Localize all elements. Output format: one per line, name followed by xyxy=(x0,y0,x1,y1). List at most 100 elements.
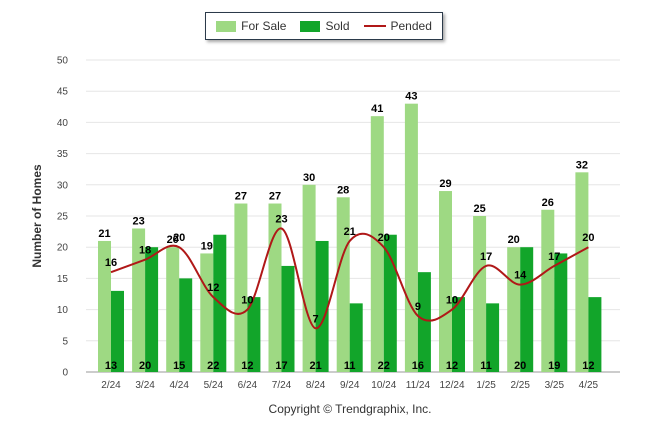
bar-for-sale xyxy=(98,240,111,372)
label-for-sale: 29 xyxy=(439,178,451,190)
label-pended: 10 xyxy=(446,295,458,307)
bar-for-sale xyxy=(404,103,418,373)
legend-item-sold[interactable]: Sold xyxy=(300,19,350,33)
bar-for-sale xyxy=(302,184,316,372)
label-pended: 17 xyxy=(548,251,560,263)
bar-sold xyxy=(349,303,363,372)
x-tick-label: 7/24 xyxy=(272,380,292,391)
bar-sold xyxy=(281,265,295,372)
legend-label-for-sale: For Sale xyxy=(241,19,287,33)
y-tick-label: 30 xyxy=(57,180,69,191)
label-for-sale: 20 xyxy=(167,234,179,246)
label-pended: 17 xyxy=(480,251,492,263)
copyright-footer: Copyright © Trendgraphix, Inc. xyxy=(268,402,432,416)
bar-sold xyxy=(452,297,465,372)
bar-sold xyxy=(315,240,329,372)
legend-label-pended: Pended xyxy=(390,19,432,33)
x-tick-label: 10/24 xyxy=(371,380,396,391)
label-pended: 10 xyxy=(241,295,253,307)
label-pended: 21 xyxy=(344,226,356,238)
label-sold: 12 xyxy=(446,360,458,372)
x-tick-label: 3/24 xyxy=(135,380,155,391)
label-for-sale: 41 xyxy=(371,103,383,115)
label-sold: 19 xyxy=(548,360,560,372)
bar-for-sale xyxy=(166,247,180,372)
bar-sold xyxy=(417,272,431,372)
label-for-sale: 32 xyxy=(576,159,588,171)
legend-item-pended[interactable]: Pended xyxy=(363,19,432,33)
y-tick-label: 5 xyxy=(62,336,68,347)
bar-sold xyxy=(145,247,159,372)
bar-for-sale xyxy=(268,203,282,372)
label-pended: 20 xyxy=(582,232,594,244)
pended-line xyxy=(110,227,589,330)
label-sold: 17 xyxy=(275,360,287,372)
bar-for-sale xyxy=(439,191,452,372)
label-for-sale: 28 xyxy=(337,184,349,196)
bar-for-sale xyxy=(200,253,214,372)
y-axis-ticks: 0 5 10 15 20 25 30 35 40 45 50 xyxy=(57,56,69,379)
x-tick-label: 1/25 xyxy=(476,380,496,391)
x-tick-label: 3/25 xyxy=(545,380,565,391)
bar-sold xyxy=(179,278,193,372)
label-sold: 20 xyxy=(514,360,526,372)
legend-item-for-sale[interactable]: For Sale xyxy=(216,19,286,33)
pended-line-group xyxy=(110,227,589,330)
label-pended: 12 xyxy=(207,282,219,294)
label-pended: 23 xyxy=(275,213,287,225)
label-pended: 16 xyxy=(105,257,117,269)
bar-for-sale xyxy=(132,228,146,372)
x-tick-label: 2/24 xyxy=(101,380,121,391)
bar-for-sale xyxy=(234,203,248,372)
bar-for-sale xyxy=(575,172,589,372)
bar-sold xyxy=(486,303,500,372)
label-pended: 20 xyxy=(173,232,185,244)
bar-sold xyxy=(111,290,124,372)
label-for-sale: 27 xyxy=(235,191,247,203)
y-tick-label: 15 xyxy=(57,274,69,285)
y-tick-label: 10 xyxy=(57,305,69,316)
y-axis-title: Number of Homes xyxy=(30,164,44,268)
label-sold: 15 xyxy=(173,360,185,372)
label-pended: 7 xyxy=(313,313,319,325)
label-for-sale: 25 xyxy=(473,203,485,215)
x-tick-label: 6/24 xyxy=(238,380,258,391)
bar-for-sale xyxy=(370,116,384,372)
data-labels: 2113232020151922271227173021281141224316… xyxy=(98,91,594,372)
bar-sold xyxy=(554,253,568,372)
y-tick-label: 45 xyxy=(57,87,69,98)
bar-sold xyxy=(383,234,397,372)
bar-sold xyxy=(588,297,602,372)
label-sold: 22 xyxy=(207,360,219,372)
label-for-sale: 21 xyxy=(98,228,110,240)
bar-for-sale xyxy=(473,216,487,372)
x-tick-label: 4/24 xyxy=(169,380,189,391)
label-sold: 21 xyxy=(309,360,321,372)
legend-label-sold: Sold xyxy=(325,19,350,33)
label-sold: 11 xyxy=(344,360,356,372)
label-for-sale: 27 xyxy=(269,191,281,203)
bar-sold xyxy=(247,297,261,372)
x-tick-label: 8/24 xyxy=(306,380,326,391)
x-tick-label: 12/24 xyxy=(439,380,464,391)
bar-for-sale xyxy=(336,197,350,372)
label-sold: 11 xyxy=(480,360,492,372)
bar-for-sale xyxy=(507,247,521,372)
y-tick-label: 0 xyxy=(62,368,68,379)
y-tick-label: 25 xyxy=(57,212,69,223)
x-axis-ticks: 2/24 3/24 4/24 5/24 6/24 7/24 8/24 9/24 10/24 11/… xyxy=(101,380,598,391)
label-sold: 16 xyxy=(412,360,424,372)
x-tick-label: 5/24 xyxy=(204,380,224,391)
label-sold: 20 xyxy=(139,360,151,372)
y-tick-label: 40 xyxy=(57,118,69,129)
x-tick-label: 4/25 xyxy=(579,380,599,391)
y-tick-label: 35 xyxy=(57,149,69,160)
label-pended: 9 xyxy=(415,301,421,313)
y-tick-label: 20 xyxy=(57,243,69,254)
label-pended: 20 xyxy=(378,232,390,244)
x-tick-label: 2/25 xyxy=(510,380,530,391)
legend-swatch-sold xyxy=(300,20,321,32)
y-tick-label: 50 xyxy=(57,56,69,67)
label-sold: 12 xyxy=(241,360,253,372)
